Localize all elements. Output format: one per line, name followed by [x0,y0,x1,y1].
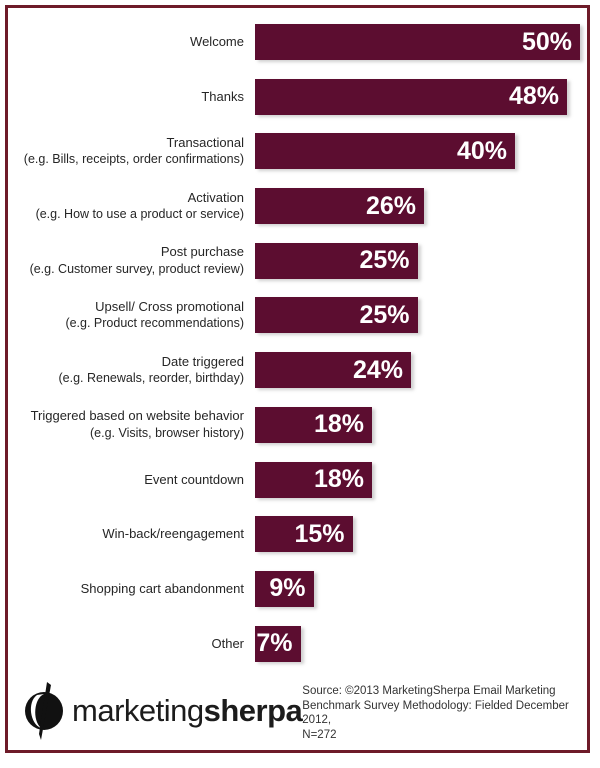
bar-value-label: 15% [294,519,345,548]
category-label: Event countdown [8,471,255,489]
bar-row: Activation (e.g. How to use a product or… [8,188,587,225]
category-name: Triggered based on website behavior [30,408,244,424]
category-label: Activation (e.g. How to use a product or… [8,189,255,224]
bar-value-label: 50% [521,27,572,56]
footer: marketingsherpa Source: ©2013 MarketingS… [20,680,579,742]
brand-wordmark: marketingsherpa [72,693,303,729]
category-label: Win-back/reengagement [8,525,255,543]
bar: 48% [255,78,567,115]
bar: 50% [255,24,580,60]
category-name: Other [211,635,244,651]
bar-value-label: 7% [256,629,293,658]
category-name: Activation [187,189,244,205]
category-name: Thanks [201,88,244,104]
category-sublabel: (e.g. Customer survey, product review) [29,261,244,276]
bar-row: Date triggered (e.g. Renewals, reorder, … [8,352,587,389]
category-name: Welcome [190,34,244,50]
brand-sherpa: sherpa [203,693,303,728]
bar-row: Triggered based on website behavior (e.g… [8,406,587,443]
chart-frame: Welcome 50% Thanks 48% Transactional (e.… [5,5,590,753]
source-line: Source: ©2013 MarketingSherpa Email Mark… [302,685,556,697]
bar-value-label: 40% [456,136,507,165]
bar-value-label: 25% [359,246,410,275]
bar-value-label: 18% [313,465,364,493]
bar: 15% [255,516,353,553]
category-name: Upsell/ Cross promotional [95,298,244,314]
category-name: Shopping cart abandonment [80,581,244,597]
bar: 24% [255,352,411,389]
bar-row: Upsell/ Cross promotional (e.g. Product … [8,297,587,334]
category-label: Other [8,635,255,653]
category-label: Post purchase (e.g. Customer survey, pro… [8,243,255,278]
source-note: Source: ©2013 MarketingSherpa Email Mark… [302,684,579,742]
category-sublabel: (e.g. Bills, receipts, order confirmatio… [23,152,244,167]
category-label: Shopping cart abandonment [8,580,255,598]
bar-value-label: 18% [313,410,364,439]
category-name: Post purchase [160,244,244,260]
bar-value-label: 24% [352,355,403,384]
category-sublabel: (e.g. Product recommendations) [65,316,244,331]
category-label: Upsell/ Cross promotional (e.g. Product … [8,298,255,333]
bar-value-label: 25% [359,300,410,329]
bar: 26% [255,188,424,225]
bar-row: Win-back/reengagement 15% [8,516,587,553]
category-label: Thanks [8,88,255,106]
bar: 25% [255,297,418,334]
bar-row: Other 7% [8,625,587,662]
category-label: Transactional (e.g. Bills, receipts, ord… [8,134,255,169]
category-label: Triggered based on website behavior (e.g… [8,407,255,442]
brand-marketing: marketing [72,693,204,728]
bar-row: Thanks 48% [8,78,587,115]
category-name: Transactional [166,134,244,150]
bar-row: Event countdown 18% [8,461,587,498]
source-line: Benchmark Survey Methodology: Fielded De… [302,699,569,727]
category-name: Event countdown [144,471,244,487]
bar-row: Transactional (e.g. Bills, receipts, ord… [8,133,587,170]
category-sublabel: (e.g. Renewals, reorder, birthday) [58,371,244,386]
category-label: Welcome [8,33,255,51]
category-sublabel: (e.g. Visits, browser history) [90,425,244,440]
bar-value-label: 48% [508,82,559,111]
bar: 25% [255,242,418,279]
marketingsherpa-logo: marketingsherpa [20,682,303,740]
marketingsherpa-compass-icon [25,682,63,740]
bar-row: Post purchase (e.g. Customer survey, pro… [8,242,587,279]
source-line: N=272 [302,728,337,741]
category-label: Date triggered (e.g. Renewals, reorder, … [8,353,255,388]
bar-value-label: 9% [269,574,306,603]
bar-row: Shopping cart abandonment 9% [8,570,587,607]
bar-chart: Welcome 50% Thanks 48% Transactional (e.… [8,8,587,662]
bar: 9% [255,570,314,607]
category-name: Win-back/reengagement [102,526,244,542]
bar: 18% [255,461,372,498]
bar-row: Welcome 50% [8,24,587,60]
bar: 7% [255,625,301,662]
category-sublabel: (e.g. How to use a product or service) [35,207,244,222]
bar-value-label: 26% [365,191,416,220]
bar: 40% [255,133,515,170]
bar: 18% [255,406,372,443]
category-name: Date triggered [161,353,244,369]
